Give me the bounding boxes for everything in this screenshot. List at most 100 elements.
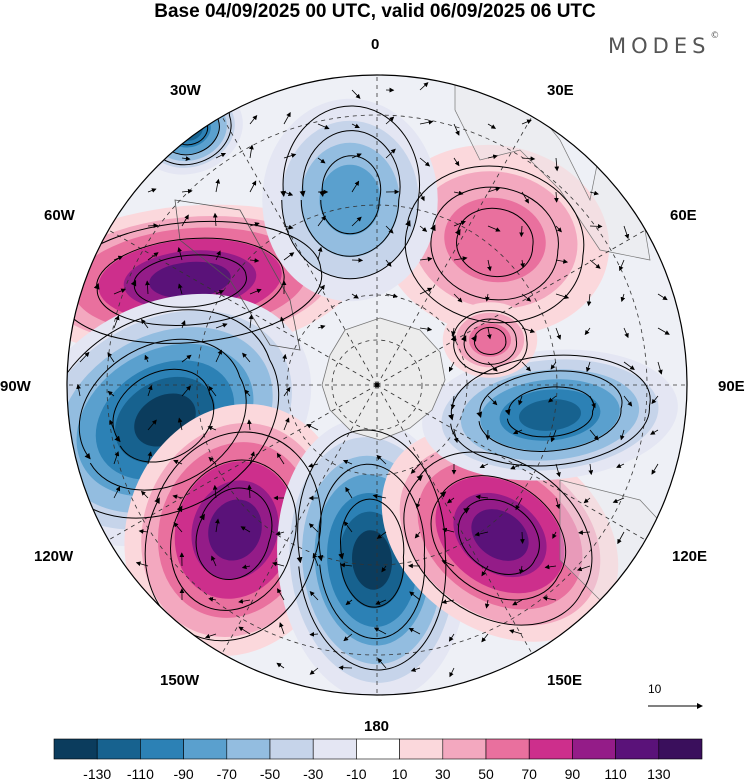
wind-arrow xyxy=(385,116,395,125)
anomaly-contour xyxy=(352,530,392,590)
wind-arrow xyxy=(147,188,157,193)
wind-arrow xyxy=(249,451,255,465)
colorbar-swatch xyxy=(312,738,357,760)
colorbar-label: -10 xyxy=(346,766,367,782)
streamline xyxy=(280,105,421,280)
wind-arrow xyxy=(242,352,251,363)
wind-arrow xyxy=(279,622,285,635)
wind-arrow xyxy=(113,451,120,465)
wind-arrow xyxy=(585,361,591,373)
wind-arrow xyxy=(385,259,392,267)
wind-arrow xyxy=(345,486,353,499)
wind-arrow xyxy=(113,315,120,329)
reference-vector-label: 10 xyxy=(648,682,662,696)
wind-arrow xyxy=(215,152,227,159)
streamline xyxy=(93,237,285,326)
wind-arrow xyxy=(343,633,353,642)
meridian-line xyxy=(376,99,543,386)
wind-arrow xyxy=(650,429,659,435)
wind-arrow xyxy=(519,531,525,544)
wind-arrow xyxy=(521,327,536,334)
wind-arrow xyxy=(419,256,433,262)
wind-arrow xyxy=(481,633,489,643)
wind-arrow xyxy=(487,187,501,193)
wind-arrow xyxy=(612,497,625,504)
copyright-mark: © xyxy=(710,31,720,41)
wind-arrow xyxy=(147,223,159,229)
wind-arrow xyxy=(181,385,191,397)
colorbar-label: -30 xyxy=(303,766,324,782)
streamline xyxy=(299,130,401,257)
modes-logo-text: MODES xyxy=(608,34,711,58)
wind-arrow xyxy=(215,323,228,329)
wind-arrow xyxy=(618,259,625,272)
anomaly-contour xyxy=(208,499,262,561)
anomaly-contour xyxy=(319,164,381,236)
wind-arrow xyxy=(246,419,252,431)
wind-arrow xyxy=(376,531,387,539)
wind-arrow xyxy=(409,591,421,601)
streamline xyxy=(296,429,447,671)
wind-arrow xyxy=(145,280,150,295)
map-boundary xyxy=(66,74,688,696)
wind-arrow xyxy=(481,565,489,577)
colorbar-label: 70 xyxy=(521,766,537,782)
graticule xyxy=(67,75,687,695)
streamline xyxy=(448,354,651,467)
anomaly-contour xyxy=(444,197,546,283)
streamline xyxy=(504,386,595,438)
colorbar-swatch xyxy=(226,738,271,760)
wind-arrow xyxy=(283,386,291,397)
wind-arrow xyxy=(419,82,429,91)
wind-arrow xyxy=(109,419,115,431)
streamline xyxy=(476,370,623,452)
wind-arrow xyxy=(317,215,326,227)
anomaly-center-7 xyxy=(422,349,678,481)
wind-arrow xyxy=(381,565,387,573)
wind-arrow xyxy=(309,591,319,601)
wind-arrow xyxy=(586,293,592,307)
wind-arrow xyxy=(211,555,217,567)
wind-arrow xyxy=(308,463,319,468)
wind-arrow xyxy=(584,327,591,336)
wind-arrow xyxy=(282,353,287,363)
wind-arrow xyxy=(623,327,629,339)
wind-arrow xyxy=(450,395,456,410)
wind-arrow xyxy=(415,497,421,509)
wind-arrow xyxy=(306,424,319,431)
lon-label-180: 180 xyxy=(364,718,390,735)
wind-arrow xyxy=(147,419,157,431)
colorbar xyxy=(53,738,703,760)
wind-arrow xyxy=(351,123,360,128)
wind-arrow xyxy=(588,463,594,476)
wind-arrow xyxy=(283,111,291,125)
meridian-line xyxy=(91,384,378,551)
wind-arrow xyxy=(249,144,254,159)
wind-arrow xyxy=(283,191,294,196)
wind-arrow xyxy=(317,324,326,330)
anomaly-center-9 xyxy=(442,302,538,378)
colorbar-label: -50 xyxy=(259,766,281,782)
anomaly-contour xyxy=(518,399,582,431)
wind-arrow xyxy=(215,518,220,533)
wind-arrow xyxy=(542,596,557,601)
wind-arrow xyxy=(521,119,532,125)
anomaly-center-8 xyxy=(380,144,610,336)
wind-arrow xyxy=(453,190,464,196)
wind-arrow xyxy=(512,599,523,606)
wind-arrow xyxy=(617,531,625,545)
colorbar-label: 110 xyxy=(604,766,627,782)
wind-arrow xyxy=(343,521,353,533)
wind-arrow xyxy=(204,633,217,639)
colorbar-label: -130 xyxy=(83,766,112,782)
wind-arrow xyxy=(351,153,362,159)
wind-arrow xyxy=(486,327,492,340)
wind-arrow xyxy=(385,225,394,234)
wind-arrow xyxy=(107,352,115,363)
wind-arrow xyxy=(487,361,498,372)
wind-arrow xyxy=(518,395,523,406)
wind-arrow xyxy=(283,417,290,431)
wind-arrow xyxy=(521,293,532,302)
wind-arrow xyxy=(589,190,599,196)
wind-arrow xyxy=(555,497,561,510)
